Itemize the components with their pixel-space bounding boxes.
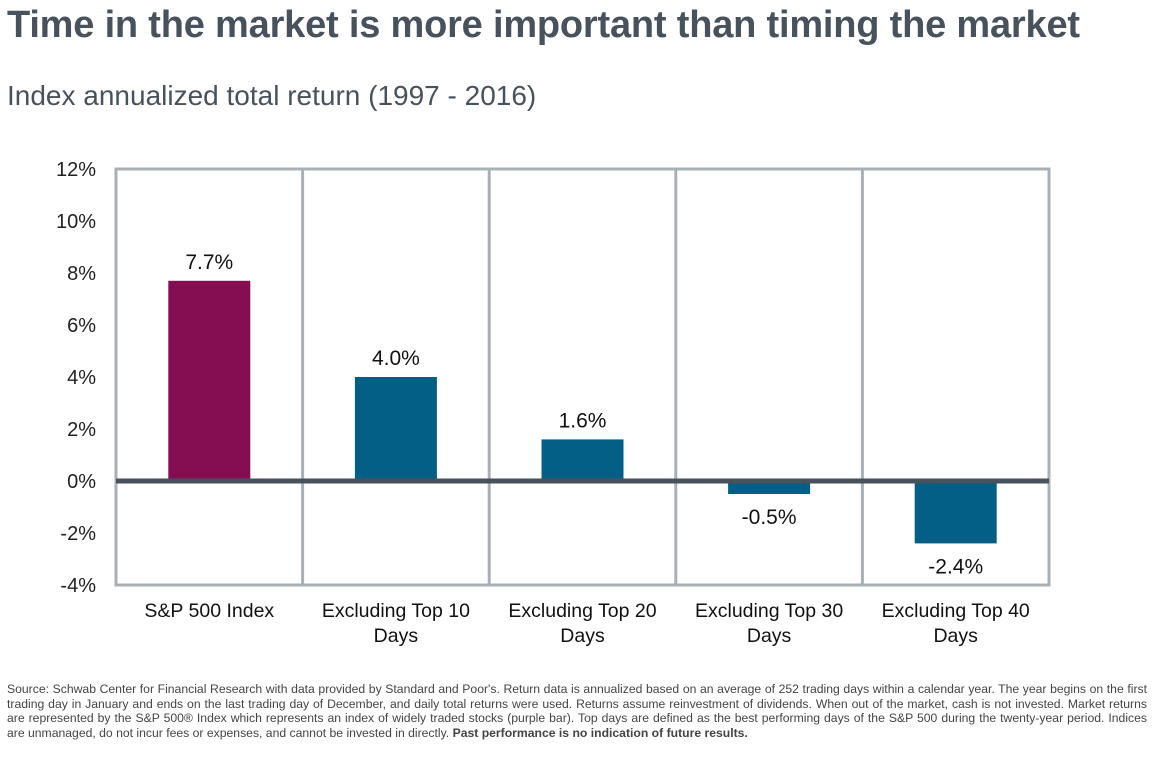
bar bbox=[168, 280, 251, 481]
source-text: Source: Schwab Center for Financial Rese… bbox=[7, 682, 1147, 740]
bar bbox=[728, 481, 811, 494]
y-tick-label: -4% bbox=[60, 575, 96, 597]
y-tick-label: 10% bbox=[56, 211, 96, 233]
source-footnote: Source: Schwab Center for Financial Rese… bbox=[7, 682, 1147, 740]
x-category-label: Days bbox=[374, 625, 419, 647]
bar bbox=[541, 439, 624, 481]
bar-chart: 12% 10% 8% 6% 4% 2% 0% -2% -4% 7.7% 4.0% 1.6% -0.5% -… bbox=[56, 159, 1051, 647]
chart-subtitle: Index annualized total return (1997 - 20… bbox=[7, 80, 537, 111]
chart-title: Time in the market is more important tha… bbox=[7, 4, 1080, 46]
y-tick-label: 2% bbox=[67, 419, 96, 441]
x-category-label: Days bbox=[747, 625, 792, 647]
data-label: -0.5% bbox=[742, 506, 797, 529]
x-category-label: Excluding Top 10 bbox=[322, 600, 470, 622]
x-category-label: Days bbox=[933, 625, 978, 647]
y-tick-label: 0% bbox=[67, 471, 96, 493]
y-tick-label: 6% bbox=[67, 315, 96, 337]
bar bbox=[914, 481, 997, 544]
x-category-label: S&P 500 Index bbox=[144, 600, 274, 622]
x-category-label: Excluding Top 20 bbox=[508, 600, 656, 622]
x-category-label: Excluding Top 40 bbox=[882, 600, 1030, 622]
x-category-label: Excluding Top 30 bbox=[695, 600, 843, 622]
data-label: -2.4% bbox=[928, 555, 983, 578]
x-category-label: Days bbox=[560, 625, 605, 647]
disclaimer-text: Past performance is no indication of fut… bbox=[452, 725, 748, 740]
y-tick-label: 8% bbox=[67, 263, 96, 285]
data-label: 7.7% bbox=[185, 251, 233, 274]
y-tick-label: -2% bbox=[60, 523, 96, 545]
y-tick-label: 4% bbox=[67, 367, 96, 389]
data-label: 1.6% bbox=[559, 409, 607, 432]
bar bbox=[354, 377, 437, 481]
plot-frame bbox=[114, 167, 1051, 587]
data-label: 4.0% bbox=[372, 347, 420, 370]
y-tick-label: 12% bbox=[56, 159, 96, 181]
